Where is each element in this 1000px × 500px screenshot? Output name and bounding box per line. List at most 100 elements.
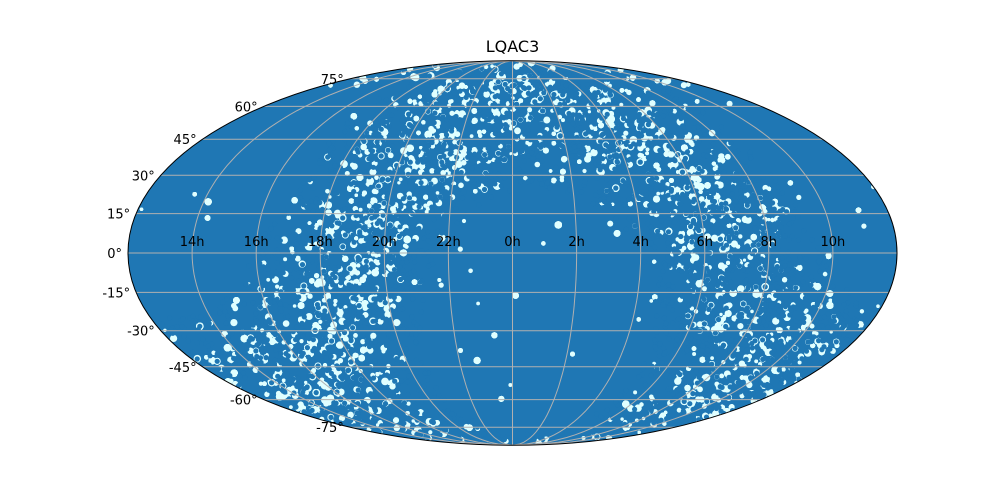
sky-gap (456, 85, 461, 90)
sky-gap (559, 174, 565, 180)
sky-gap (458, 82, 466, 89)
sky-gap (741, 215, 750, 224)
sky-gap (386, 242, 392, 248)
sky-gap (623, 130, 629, 136)
sky-gap (607, 220, 614, 227)
sky-gap (629, 74, 637, 81)
sky-gap (702, 286, 707, 292)
sky-gap (697, 386, 703, 393)
sky-gap (364, 220, 369, 225)
sky-gap (590, 148, 598, 157)
sky-gap (381, 377, 389, 386)
sky-gap (483, 91, 490, 98)
sky-gap (393, 319, 401, 327)
sky-gap (231, 302, 237, 309)
sky-gap (696, 321, 704, 328)
sky-gap (477, 129, 482, 135)
sky-gap (266, 277, 271, 282)
sky-gap (861, 223, 867, 229)
sky-gap (428, 430, 433, 435)
sky-gap (786, 335, 792, 340)
sky-gap (514, 127, 521, 135)
sky-gap (601, 97, 607, 103)
sky-gap (336, 341, 344, 349)
sky-gap (543, 116, 551, 124)
sky-gap (737, 323, 744, 330)
sky-gap (299, 339, 304, 344)
sky-gap (354, 278, 360, 284)
sky-gap (587, 110, 592, 114)
sky-gap (876, 304, 880, 309)
sky-gap (360, 143, 368, 151)
sky-gap (423, 203, 428, 208)
sky-gap (358, 207, 363, 212)
sky-gap (347, 411, 354, 419)
sky-gap (398, 177, 403, 182)
sky-gap (561, 118, 565, 123)
sky-gap (692, 352, 697, 356)
sky-gap (376, 236, 380, 241)
sky-gap (468, 268, 473, 274)
sky-gap (258, 381, 263, 386)
sky-gap (550, 177, 557, 184)
sky-gap (268, 337, 276, 346)
sky-gap (619, 102, 624, 107)
sky-gap (648, 136, 654, 141)
sky-gap (230, 319, 238, 327)
sky-gap (384, 311, 392, 318)
chart-title: LQAC3 (486, 37, 540, 56)
sky-gap (726, 100, 733, 107)
sky-gap (738, 234, 743, 239)
sky-gap (796, 194, 802, 200)
sky-gap (170, 334, 178, 342)
sky-gap (719, 312, 723, 317)
sky-gap (383, 305, 391, 313)
sky-gap (305, 313, 313, 320)
sky-gap (461, 218, 467, 224)
sky-gap (411, 419, 415, 423)
sky-gap (809, 323, 815, 329)
sky-gap (534, 161, 541, 168)
sky-gap (447, 171, 451, 175)
sky-gap (484, 64, 489, 70)
sky-gap (275, 284, 280, 289)
sky-gap (321, 297, 327, 303)
sky-gap (452, 139, 457, 145)
sky-gap (283, 257, 288, 262)
sky-gap (304, 380, 308, 385)
sky-gap (719, 373, 725, 379)
sky-gap (527, 107, 533, 113)
sky-gap (710, 356, 714, 360)
sky-gap (750, 309, 754, 314)
sky-gap (724, 153, 731, 160)
sky-gap (438, 282, 444, 288)
sky-gap (711, 234, 719, 242)
sky-gap (560, 155, 568, 163)
sky-gap (386, 363, 391, 369)
sky-gap (370, 332, 377, 339)
sky-gap (712, 166, 718, 172)
sky-gap (584, 155, 592, 163)
sky-gap (289, 405, 293, 409)
sky-gap (680, 82, 688, 89)
sky-gap (772, 317, 780, 325)
sky-gap (724, 309, 732, 318)
sky-gap (406, 401, 411, 406)
sky-gap (360, 339, 366, 345)
sky-gap (440, 170, 447, 176)
sky-gap (458, 182, 464, 189)
sky-gap (402, 243, 408, 248)
sky-gap (455, 160, 463, 168)
sky-gap (336, 308, 344, 317)
sky-gap (620, 417, 624, 421)
sky-gap (652, 195, 661, 203)
sky-gap (626, 89, 632, 96)
sky-gap (435, 191, 440, 195)
sky-gap (633, 390, 638, 395)
sky-gap (767, 217, 771, 222)
sky-gap (351, 163, 358, 170)
sky-gap (797, 360, 802, 365)
sky-gap (457, 246, 463, 252)
sky-gap (742, 258, 747, 262)
sky-gap (822, 271, 828, 277)
